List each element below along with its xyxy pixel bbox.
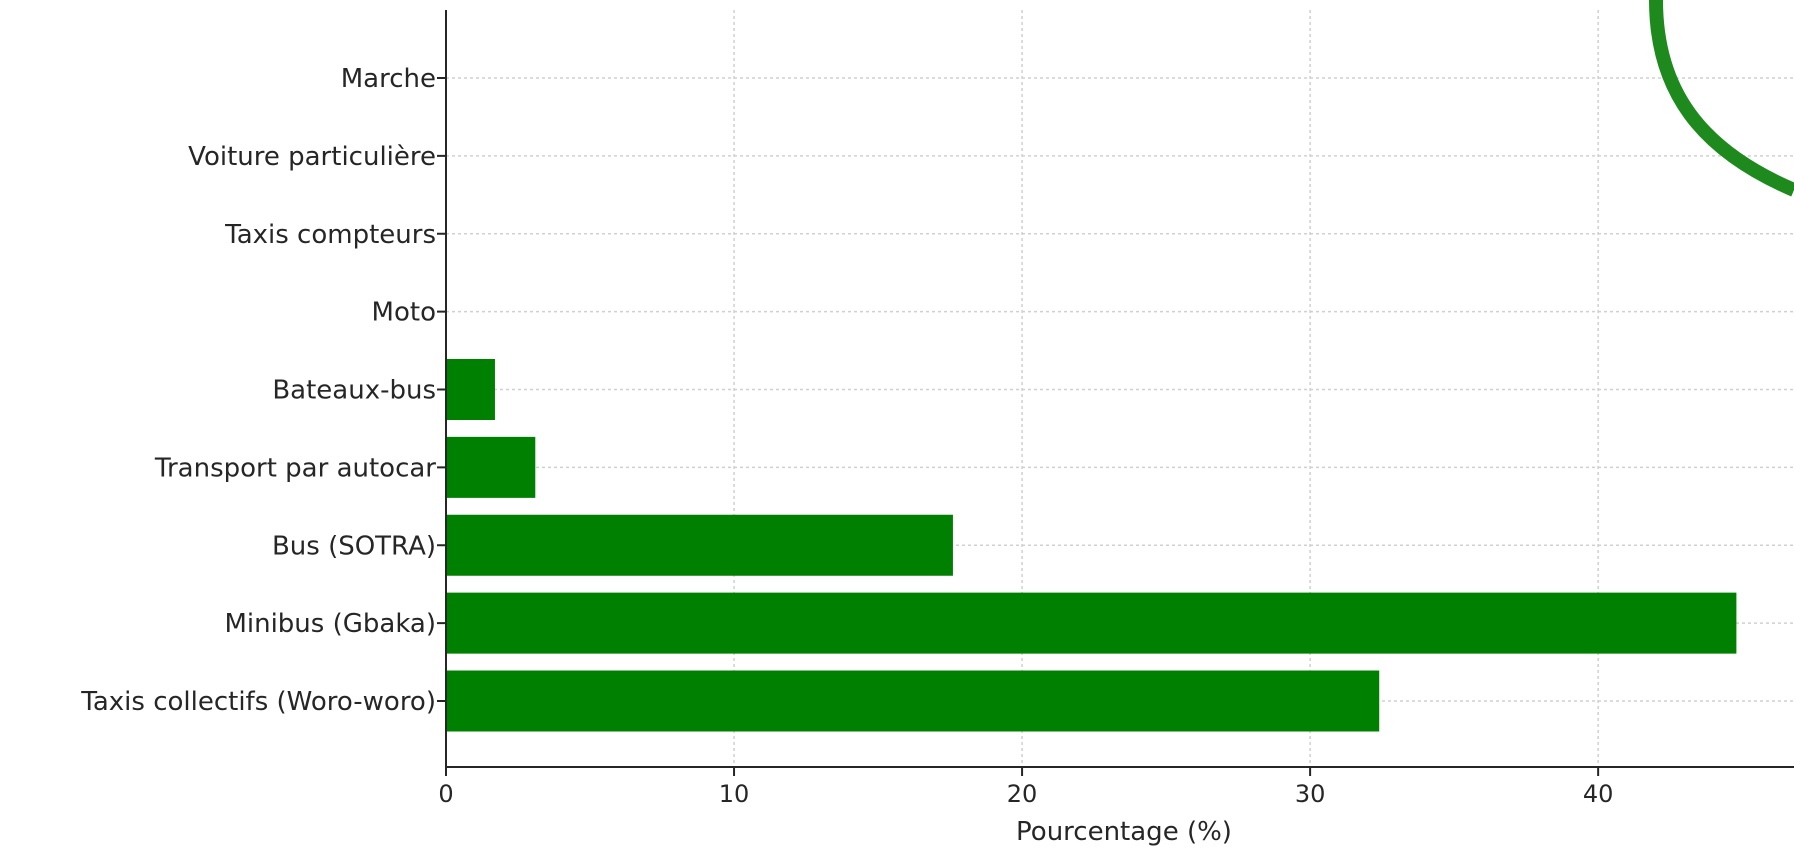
bar xyxy=(446,592,1737,654)
bar xyxy=(446,359,495,420)
y-tick-label: Bus (SOTRA) xyxy=(272,531,436,561)
y-tick-label: Bateaux-bus xyxy=(272,376,436,406)
x-tick-label: 0 xyxy=(438,780,453,808)
bar xyxy=(446,514,953,576)
y-tick-label: Moto xyxy=(372,298,436,328)
x-tick-label: 10 xyxy=(719,780,750,808)
bars xyxy=(446,359,1737,732)
y-tick-label: Marche xyxy=(341,64,436,94)
annotation-arc-shape xyxy=(1649,0,1794,197)
y-tick-label: Taxis collectifs (Woro-woro) xyxy=(80,687,436,717)
x-tick-label: 30 xyxy=(1295,780,1326,808)
x-axis-title: Pourcentage (%) xyxy=(1016,817,1232,847)
y-tick-label: Voiture particulière xyxy=(188,142,436,172)
y-tick-label: Taxis compteurs xyxy=(224,220,436,250)
x-tick-label: 40 xyxy=(1583,780,1614,808)
bar xyxy=(446,670,1380,732)
x-ticks: 0 10 20 30 40 xyxy=(438,767,1613,808)
y-tick-label: Minibus (Gbaka) xyxy=(224,609,436,639)
bar xyxy=(446,436,536,498)
y-tick-label: Transport par autocar xyxy=(154,453,436,483)
x-tick-label: 20 xyxy=(1007,780,1038,808)
y-ticks: Taxis collectifs (Woro-woro) Minibus (Gba… xyxy=(80,64,446,717)
